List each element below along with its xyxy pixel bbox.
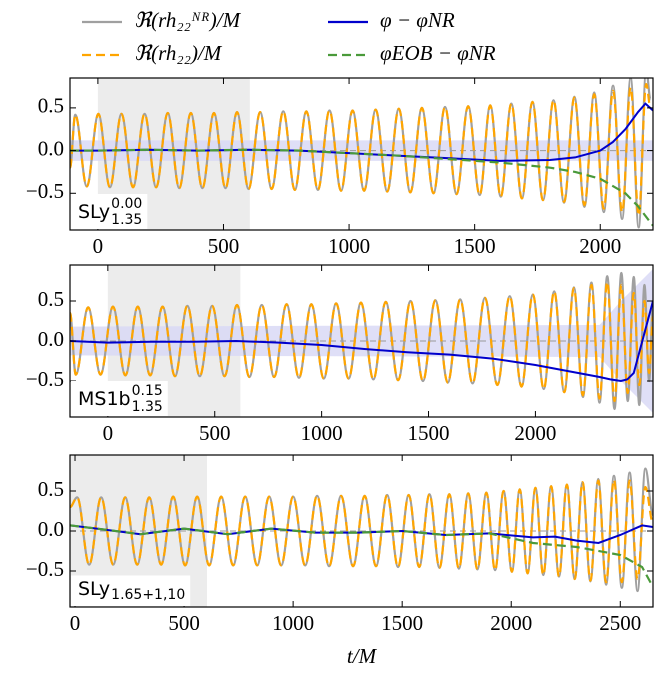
y-tick-label: 0.0 [38, 517, 64, 541]
legend-label: φEOB − φNR [380, 41, 496, 65]
panel-label-sub: 1.35 [132, 399, 163, 415]
axes-frame [69, 77, 654, 231]
panel-label-name: SLy [78, 578, 110, 600]
y-tick-label: 0.5 [38, 94, 64, 118]
panel-label: MS1b0.15 1.35 [78, 383, 163, 415]
x-tick-label: 2000 [579, 234, 621, 258]
panel-label-box [71, 194, 148, 229]
y-tick-label: −0.5 [26, 557, 64, 581]
series-line [70, 82, 652, 217]
x-tick-label: 1000 [301, 421, 343, 445]
y-tick-label: 0.0 [38, 327, 64, 351]
series-line [70, 524, 653, 588]
y-tick-label: 0.5 [38, 287, 64, 311]
x-tick-label: 500 [168, 611, 200, 635]
x-tick-label: 2500 [599, 611, 641, 635]
series-line [70, 300, 653, 383]
x-tick-label: 1000 [272, 611, 314, 635]
y-tick-label: −0.5 [26, 179, 64, 203]
panel-label-box [71, 381, 168, 416]
panel-label-sub: 1.35 [111, 212, 142, 228]
panel-label: SLy0.00 1.35 [78, 196, 142, 228]
panel-label-name: SLy [78, 201, 110, 223]
y-tick-label: 0.0 [38, 136, 64, 160]
x-tick-label: 2000 [514, 421, 556, 445]
panel-label-name: MS1b [78, 388, 131, 410]
x-tick-label: 1500 [381, 611, 423, 635]
x-tick-label: 1500 [454, 234, 496, 258]
x-tick-label: 0 [103, 421, 114, 445]
y-tick-label: 0.5 [38, 477, 64, 501]
series-line [70, 148, 653, 227]
x-tick-label: 0 [93, 234, 104, 258]
x-tick-label: 500 [199, 421, 231, 445]
panel-label-sup: 0.00 [111, 196, 142, 212]
x-tick-label: 2000 [490, 611, 532, 635]
panel-label-sub: 1.65+1,10 [111, 587, 185, 603]
legend-label: ℜ(rh₂₂ᴺᴿ)/M [134, 8, 242, 32]
x-tick-label: 1500 [408, 421, 450, 445]
legend-label: ℜ(rh₂₂)/M [134, 41, 223, 65]
x-tick-label: 0 [70, 611, 81, 635]
plot-area [70, 78, 653, 230]
series-line [70, 280, 653, 403]
panel-label-sup: 0.15 [132, 383, 163, 399]
x-axis-label: t/M [347, 644, 378, 668]
panel-label-box [71, 575, 191, 606]
legend-label: φ − φNR [380, 8, 455, 32]
x-tick-label: 1000 [328, 234, 370, 258]
panel-label: SLy1.65+1,10 [78, 578, 185, 604]
y-tick-label: −0.5 [26, 367, 64, 391]
x-tick-label: 500 [208, 234, 240, 258]
